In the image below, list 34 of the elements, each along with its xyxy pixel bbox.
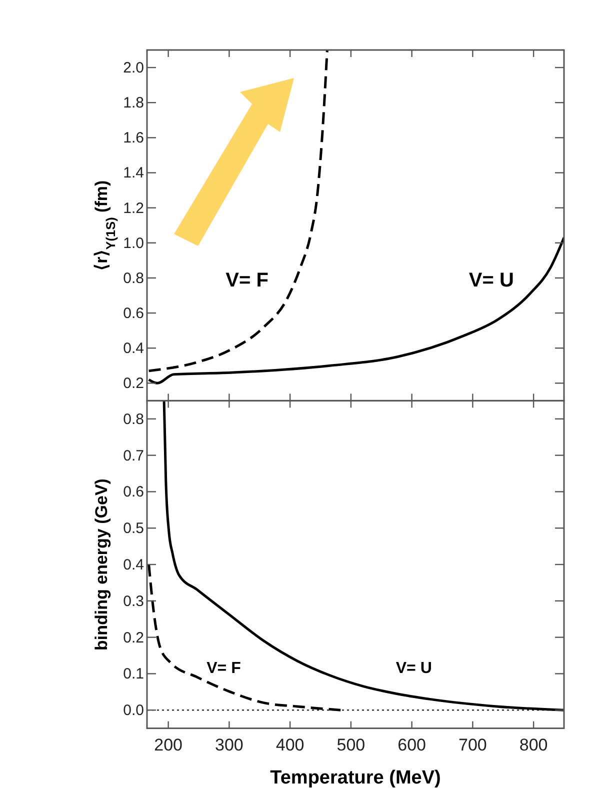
x-tick-label: 600 — [398, 735, 426, 754]
y-tick-label: 1.2 — [123, 200, 144, 217]
y-tick-label: 0.7 — [123, 447, 144, 464]
x-axis-title: Temperature (MeV) — [270, 767, 441, 788]
y-tick-label: 0.8 — [123, 270, 144, 287]
x-tick-label: 700 — [458, 735, 487, 754]
y-tick-label: 0.2 — [123, 375, 144, 392]
y-tick-label: 0.6 — [123, 305, 144, 322]
y-tick-label: 0.4 — [123, 340, 144, 358]
y-tick-label: 1.4 — [123, 164, 144, 182]
y-tick-label: 0.4 — [123, 556, 144, 574]
series-label: V= U — [396, 660, 432, 678]
y-tick-label: 0.6 — [123, 484, 144, 501]
y-tick-label: 1.6 — [123, 130, 144, 147]
x-tick-label: 500 — [336, 735, 366, 754]
line-series — [148, 236, 564, 384]
series-label: V= U — [468, 270, 514, 292]
y-tick-label: 0.8 — [123, 410, 144, 428]
x-tick-label: 400 — [276, 735, 304, 754]
y-tick-label: 0.2 — [123, 629, 144, 646]
y-tick-label: 0.0 — [123, 702, 144, 720]
y-axis-title: binding energy (GeV) — [92, 478, 111, 650]
x-tick-label: 300 — [214, 735, 244, 754]
y-tick-label: 1.0 — [123, 234, 144, 252]
x-tick-label: 800 — [519, 735, 548, 754]
x-tick-label: 200 — [154, 735, 182, 754]
y-tick-label: 0.3 — [123, 592, 144, 610]
y-tick-label: 0.5 — [123, 520, 144, 538]
series-label: V= F — [226, 270, 268, 292]
line-series — [148, 50, 328, 372]
y-tick-label: 0.1 — [123, 666, 144, 683]
series-label: V= F — [206, 660, 242, 678]
y-tick-label: 1.8 — [123, 94, 144, 112]
y-tick-label: 2.0 — [123, 60, 144, 77]
